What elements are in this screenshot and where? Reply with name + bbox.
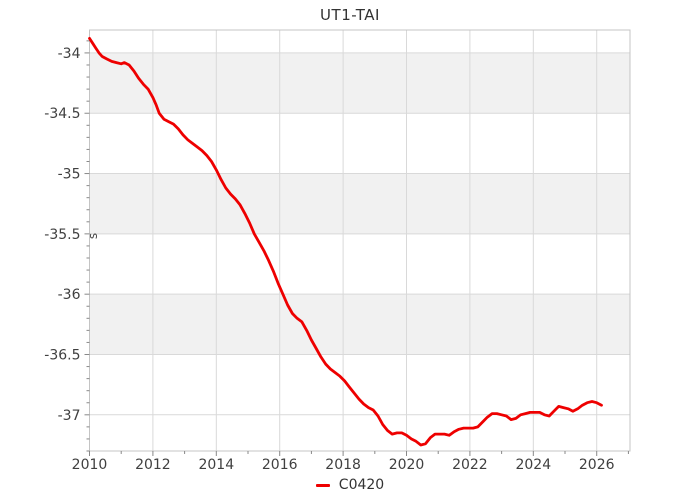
chart-title: UT1-TAI [320,6,380,24]
x-tick-label: 2020 [389,457,425,473]
x-tick-label: 2018 [325,457,361,473]
x-tick-label: 2024 [515,457,551,473]
y-tick-label: -37 [58,408,81,424]
y-tick-label: -34 [58,46,81,62]
x-tick-label: 2016 [262,457,298,473]
y-tick-label: -35.5 [44,227,80,243]
legend-line-swatch [315,483,330,487]
x-tick-label: 2014 [198,457,234,473]
y-tick-label: -36.5 [44,347,80,363]
x-tick-label: 2022 [452,457,488,473]
background-band [89,52,630,114]
y-tick-label: -36 [58,287,81,303]
background-band [89,294,630,355]
x-tick-label: 2026 [579,457,615,473]
legend-series-label: C0420 [338,477,385,493]
x-tick-label: 2010 [72,457,108,473]
y-tick-label: -34.5 [44,106,80,122]
y-tick-label: -35 [58,167,81,183]
plot-border [89,29,631,452]
x-tick-label: 2012 [135,457,171,473]
background-band [89,173,630,234]
legend: C0420 [0,477,700,493]
data-line-C0420 [88,37,603,447]
y-axis-unit-label: s [86,232,100,240]
